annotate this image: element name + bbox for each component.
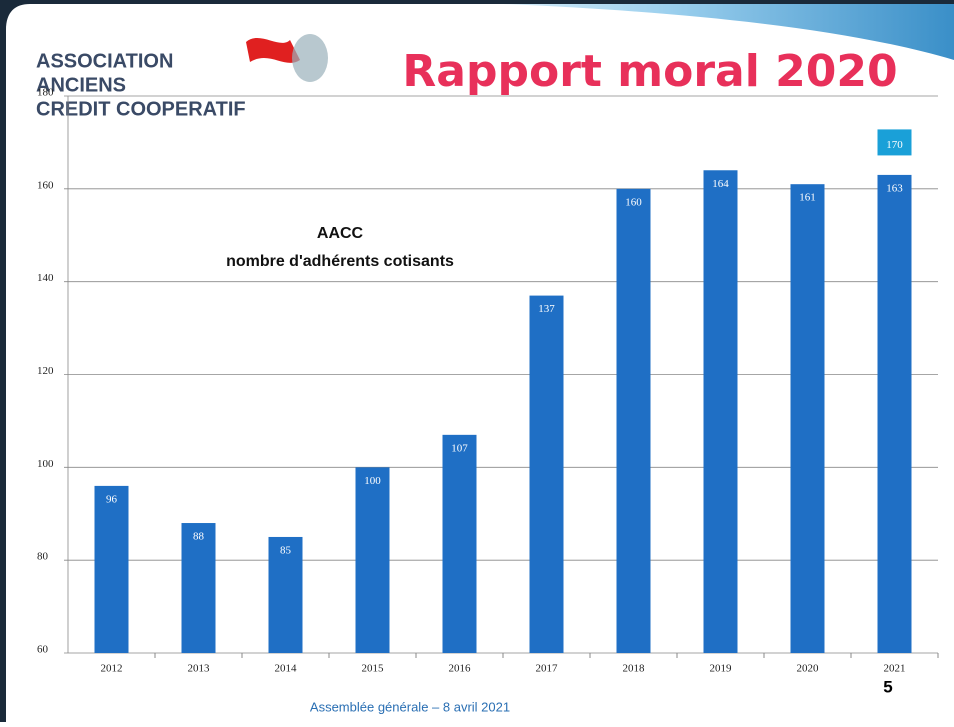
- y-tick-label: 140: [37, 272, 54, 284]
- bar: [703, 170, 738, 653]
- value-label: 137: [538, 303, 555, 315]
- x-tick-label: 2016: [449, 663, 472, 675]
- chart-title: AACC: [317, 225, 364, 242]
- bar: [94, 485, 129, 653]
- x-tick-label: 2013: [188, 663, 211, 675]
- y-tick-label: 100: [37, 458, 54, 470]
- x-tick-label: 2015: [362, 663, 385, 675]
- value-label: 107: [451, 442, 468, 454]
- y-tick-label: 120: [37, 365, 54, 377]
- value-label: 161: [799, 192, 816, 204]
- x-tick-label: 2014: [275, 663, 298, 675]
- x-tick-label: 2021: [884, 663, 906, 675]
- bar: [616, 188, 651, 654]
- y-tick-label: 80: [37, 551, 49, 563]
- bar: [268, 536, 303, 653]
- chart-title: nombre d'adhérents cotisants: [226, 253, 454, 270]
- y-tick-label: 60: [37, 644, 49, 656]
- bar: [355, 467, 390, 653]
- value-label: 164: [712, 178, 729, 190]
- value-label: 88: [193, 531, 205, 543]
- value-label: 170: [886, 139, 903, 151]
- x-tick-label: 2012: [101, 663, 123, 675]
- value-label: 100: [364, 475, 381, 487]
- bar: [529, 295, 564, 653]
- value-label: 96: [106, 493, 118, 505]
- x-tick-label: 2020: [797, 663, 820, 675]
- page-number: 5: [883, 677, 892, 696]
- logo-bird: [246, 38, 300, 63]
- logo-line: ANCIENS: [36, 74, 126, 96]
- value-marker: [877, 129, 912, 156]
- y-tick-label: 180: [37, 87, 54, 99]
- y-tick-label: 160: [37, 179, 54, 191]
- bar: [442, 434, 477, 653]
- bar: [790, 184, 825, 654]
- value-label: 85: [280, 544, 292, 556]
- value-label: 163: [886, 182, 903, 194]
- bar: [877, 174, 912, 654]
- x-tick-label: 2019: [710, 663, 733, 675]
- footer-text: Assemblée générale – 8 avril 2021: [310, 699, 510, 714]
- value-label: 160: [625, 196, 642, 208]
- x-tick-label: 2018: [623, 663, 646, 675]
- decoration-swoosh: [380, 0, 954, 60]
- logo-line: ASSOCIATION: [36, 50, 173, 72]
- logo-line: CREDIT COOPERATIF: [36, 98, 246, 120]
- x-tick-label: 2017: [536, 663, 559, 675]
- bar: [181, 523, 216, 653]
- logo-figure: [292, 34, 328, 82]
- slide-title: Rapport moral 2020: [402, 46, 897, 97]
